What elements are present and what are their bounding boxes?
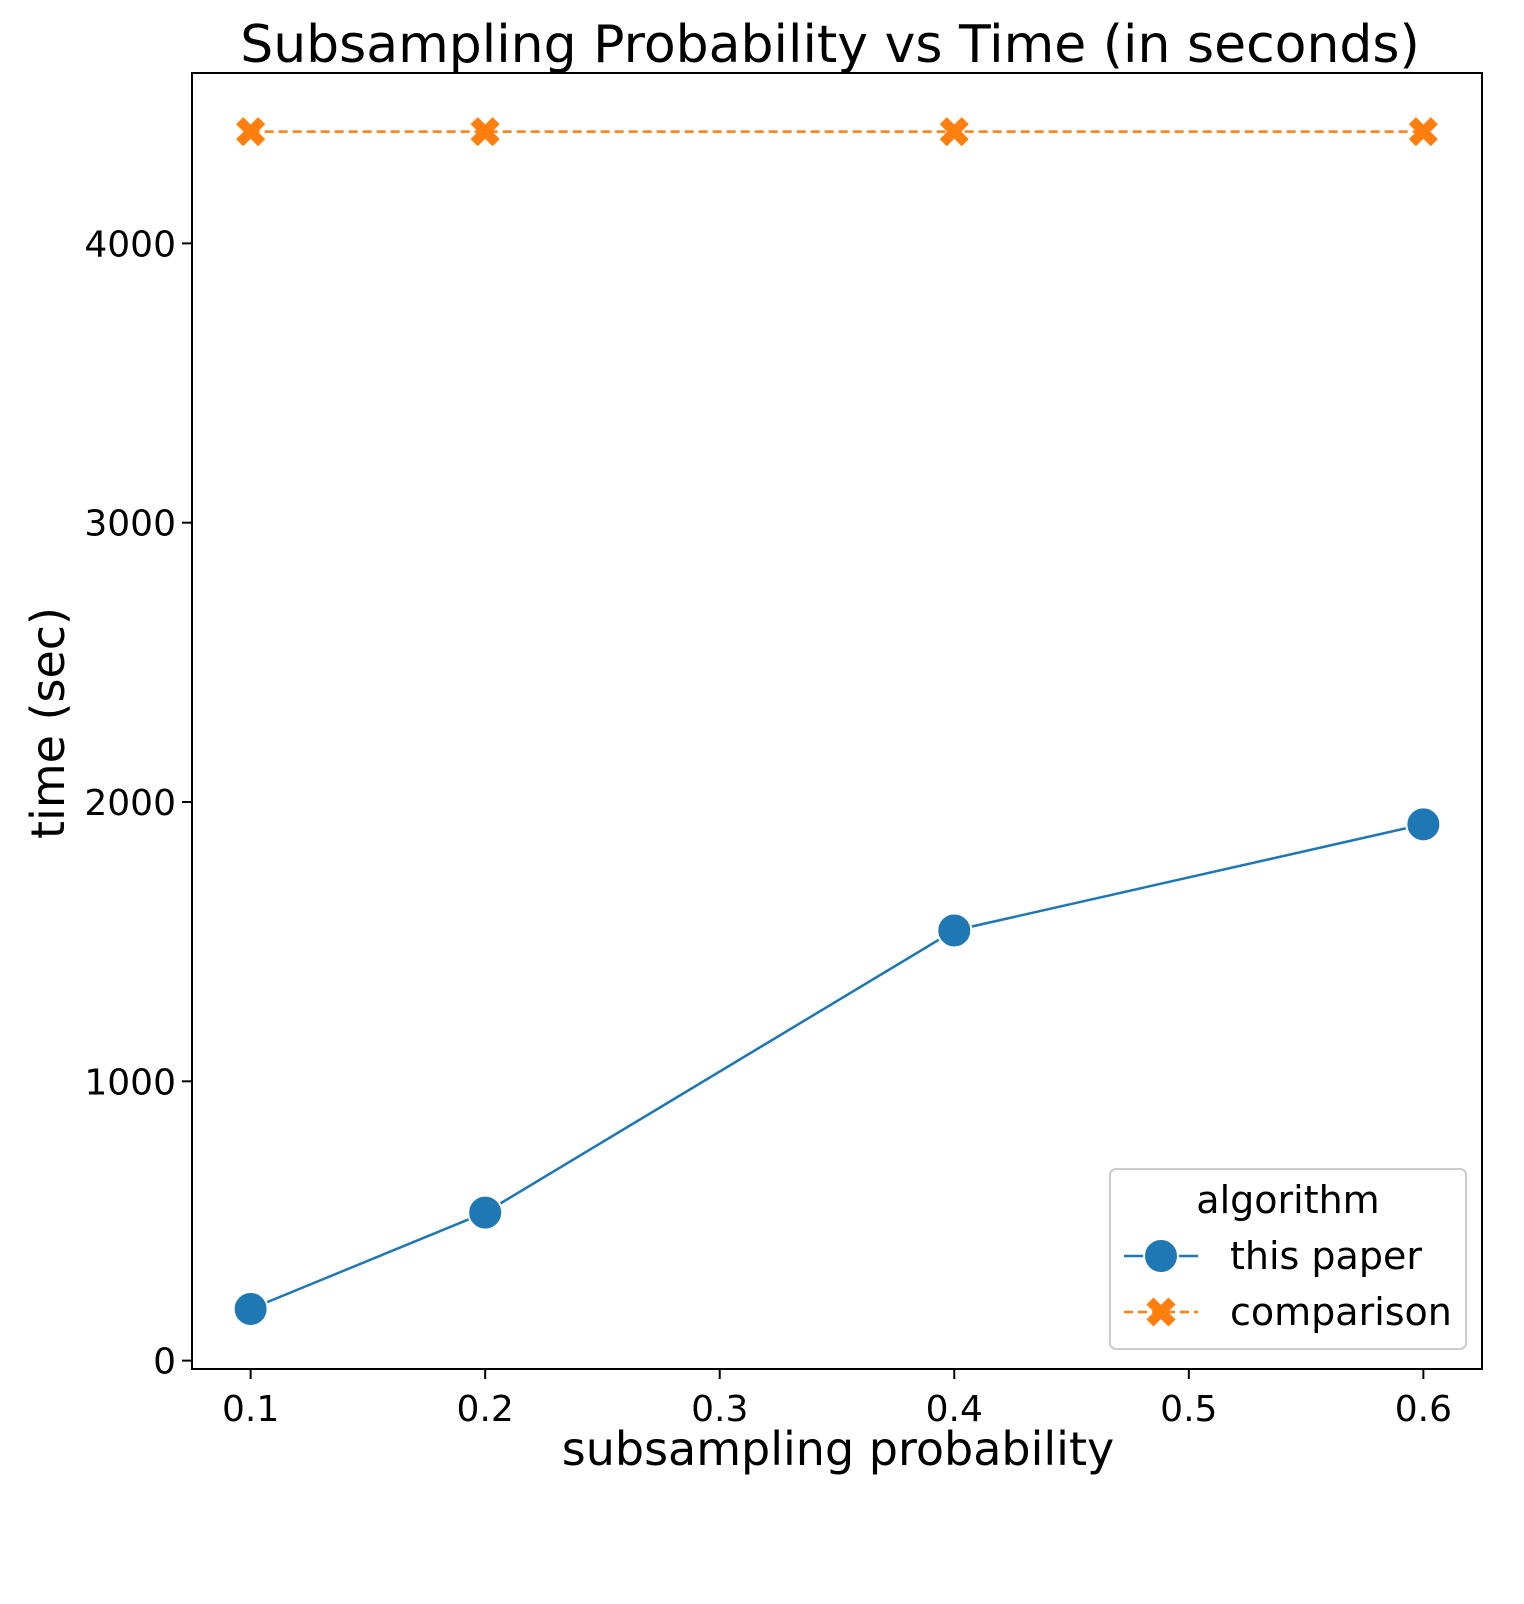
chart-title: Subsampling Probability vs Time (in seco… [240, 15, 1420, 75]
plot-area [232, 117, 1442, 1327]
series-comparison [236, 117, 1438, 147]
x-axis: 0.1 0.2 0.3 0.4 0.5 0.6 [222, 1369, 1452, 1430]
y-tick-label: 1000 [84, 1062, 176, 1103]
data-point-this-paper [1405, 806, 1442, 843]
y-tick-label: 0 [153, 1342, 176, 1383]
y-tick-label: 2000 [84, 783, 176, 824]
x-tick-label: 0.3 [691, 1389, 748, 1430]
plot-frame [191, 72, 1483, 1370]
data-point-comparison [470, 117, 500, 147]
legend-title: algorithm [1196, 1178, 1379, 1222]
data-point-comparison [939, 117, 969, 147]
x-tick-label: 0.6 [1395, 1389, 1452, 1430]
legend: algorithm this paper comparison [1109, 1168, 1467, 1350]
data-point-comparison [1408, 117, 1438, 147]
y-tick-label: 3000 [84, 504, 176, 545]
data-point-this-paper [936, 912, 973, 949]
series-line-this-paper [250, 823, 1424, 1311]
data-point-comparison [236, 117, 266, 147]
legend-marker [1143, 1238, 1179, 1274]
x-tick-label: 0.1 [222, 1389, 279, 1430]
x-axis-label: subsampling probability [562, 1422, 1114, 1476]
y-tick-label: 4000 [84, 224, 176, 265]
legend-box [1109, 1168, 1467, 1350]
data-point-this-paper [232, 1290, 269, 1327]
data-point-this-paper [467, 1194, 504, 1231]
y-axis-label: time (sec) [21, 607, 75, 839]
legend-marker [1146, 1297, 1176, 1327]
series-this-paper [232, 806, 1442, 1327]
legend-item-this-paper: this paper [1124, 1234, 1422, 1278]
x-tick-label: 0.4 [926, 1389, 983, 1430]
y-axis: 0 1000 2000 3000 4000 [84, 224, 192, 1383]
x-tick-label: 0.5 [1160, 1389, 1217, 1430]
legend-label: comparison [1230, 1290, 1452, 1334]
legend-item-comparison: comparison [1124, 1290, 1452, 1334]
x-tick-label: 0.2 [457, 1389, 514, 1430]
legend-label: this paper [1230, 1234, 1422, 1278]
